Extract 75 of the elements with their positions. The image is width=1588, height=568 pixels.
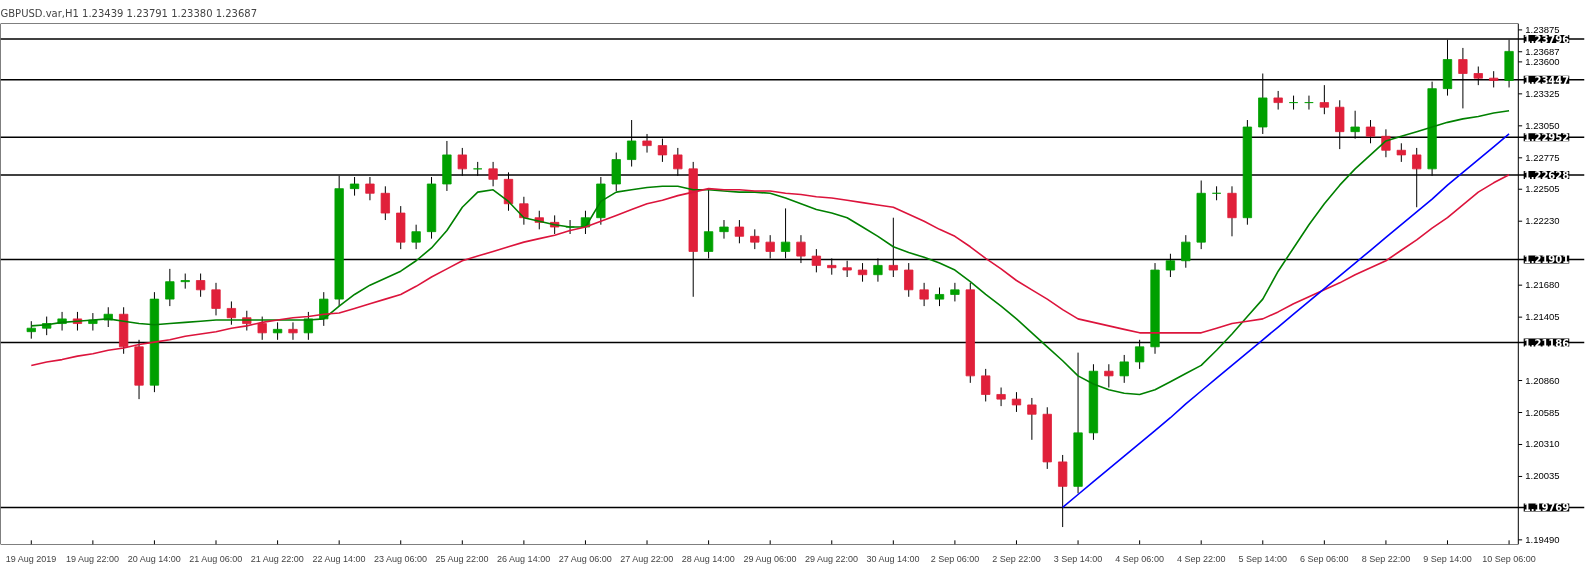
- x-tick-label: 26 Aug 14:00: [497, 553, 551, 564]
- y-tick-label: 1.22230: [1525, 215, 1560, 227]
- y-tick-label: 1.20310: [1525, 438, 1560, 450]
- candlestick: [1027, 397, 1037, 441]
- y-tick-label: 1.23875: [1525, 23, 1560, 35]
- x-tick-label: 8 Sep 22:00: [1361, 553, 1411, 564]
- candlestick: [1319, 84, 1329, 115]
- y-tick-label: 1.19490: [1525, 533, 1560, 545]
- ref-line-label: 1.21901: [1523, 254, 1570, 266]
- candlestick: [1104, 363, 1114, 388]
- candlestick: [519, 196, 529, 226]
- x-tick-label: 2 Sep 22:00: [992, 553, 1041, 564]
- x-tick-label: 29 Aug 22:00: [804, 553, 859, 564]
- x-tick-label: 20 Aug 14:00: [127, 553, 181, 564]
- candlestick: [857, 262, 868, 283]
- line-series: [1061, 133, 1510, 509]
- x-tick-label: 4 Sep 06:00: [1115, 553, 1164, 564]
- candlestick: [411, 224, 421, 250]
- y-tick-label: 1.23600: [1525, 55, 1560, 67]
- candlestick: [950, 282, 960, 302]
- x-tick-label: 27 Aug 06:00: [558, 553, 612, 564]
- y-tick-label: 1.23325: [1525, 87, 1560, 99]
- candlestick: [981, 368, 991, 402]
- x-tick-label: 4 Sep 22:00: [1176, 553, 1226, 564]
- x-tick-label: 21 Aug 06:00: [189, 553, 243, 564]
- x-tick-label: 25 Aug 22:00: [435, 553, 489, 564]
- x-tick-label: 10 Sep 06:00: [1482, 553, 1536, 564]
- candlestick: [195, 273, 206, 298]
- candlestick: [750, 228, 760, 250]
- candlestick: [934, 286, 945, 307]
- ref-line-label: 1.22952: [1523, 132, 1570, 144]
- ref-line-label: 1.21186: [1523, 337, 1570, 349]
- y-tick-label: 1.23687: [1525, 45, 1560, 57]
- y-tick-label: 1.21405: [1525, 311, 1560, 323]
- candlestick: [734, 219, 745, 244]
- candlestick: [257, 316, 267, 341]
- x-tick-label: 28 Aug 14:00: [681, 553, 735, 564]
- candlestick: [380, 185, 390, 221]
- y-tick-label: 1.22505: [1525, 183, 1560, 195]
- x-tick-label: 2 Sep 06:00: [930, 553, 980, 564]
- x-tick-label: 23 Aug 06:00: [373, 553, 428, 564]
- x-tick-label: 21 Aug 22:00: [250, 553, 304, 564]
- x-tick-label: 9 Sep 14:00: [1423, 553, 1472, 564]
- candlestick: [1396, 142, 1406, 163]
- candlestick: [288, 321, 298, 341]
- ref-line-label: 1.23796: [1523, 34, 1570, 46]
- y-tick-label: 1.21680: [1525, 279, 1560, 291]
- candlestick: [996, 387, 1006, 407]
- ref-line-label: 1.22628: [1523, 169, 1570, 181]
- x-tick-label: 5 Sep 14:00: [1238, 553, 1288, 564]
- candlestick: [226, 300, 237, 326]
- ref-line-label: 1.19769: [1523, 502, 1570, 514]
- candlestick: [719, 219, 729, 240]
- y-tick-label: 1.23050: [1525, 119, 1560, 131]
- candlestick: [211, 282, 221, 316]
- ref-line-label: 1.23447: [1523, 74, 1570, 86]
- x-tick-label: 22 Aug 14:00: [312, 553, 366, 564]
- candlestick: [904, 262, 914, 298]
- candlestick: [165, 268, 175, 307]
- y-tick-label: 1.20585: [1525, 406, 1560, 418]
- y-tick-label: 1.20860: [1525, 374, 1560, 386]
- candlestick: [1119, 354, 1129, 384]
- x-tick-label: 19 Aug 22:00: [66, 553, 120, 564]
- x-tick-label: 3 Sep 14:00: [1053, 553, 1103, 564]
- y-tick-label: 1.20035: [1525, 470, 1560, 482]
- x-tick-label: 6 Sep 06:00: [1300, 553, 1349, 564]
- chart-title: GBPUSD.var,H1 1.23439 1.23791 1.23380 1.23687: [0, 7, 258, 19]
- x-tick-label: 27 Aug 22:00: [620, 553, 674, 564]
- y-tick-label: 1.22775: [1525, 151, 1560, 163]
- x-tick-label: 30 Aug 14:00: [866, 553, 920, 564]
- candlestick: [1273, 90, 1283, 111]
- x-tick-label: 29 Aug 06:00: [743, 553, 797, 564]
- candlestick: [1011, 391, 1022, 413]
- candlestick: [919, 282, 929, 307]
- x-tick-label: 19 Aug 2019: [5, 553, 57, 564]
